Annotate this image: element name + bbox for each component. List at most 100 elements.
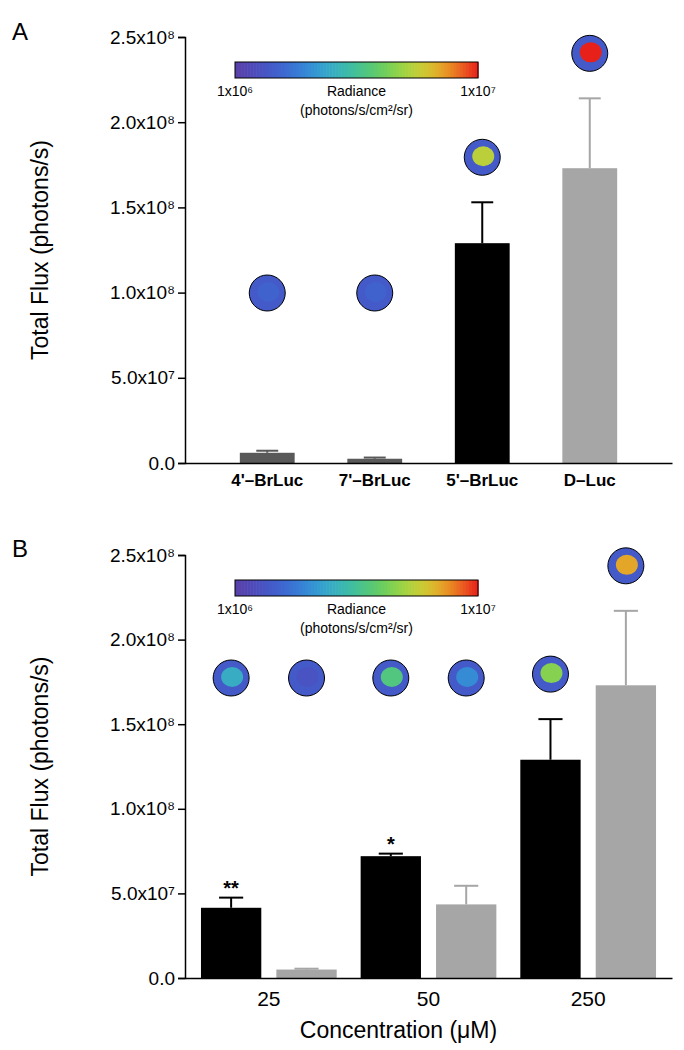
image-thumbnail [532,656,568,692]
tick: D–Luc [564,463,616,490]
image-disc [572,35,608,71]
error-cap [614,610,638,612]
error-cap [364,457,386,459]
tick: 1.0x10⁸ [110,798,185,819]
tick-label: 7'–BrLuc [339,471,411,490]
colorbar-title: Radiance [327,83,386,99]
tick-label: 25 [257,987,280,1010]
tick-mark [178,639,185,641]
bar [455,243,510,463]
colorbar-frame [235,580,478,596]
tick-label: 1.5x10⁸ [110,197,175,218]
tick: 2.5x10⁸ [110,545,185,566]
axis-line [186,978,673,980]
image-thumbnail [357,275,393,311]
image-signal [257,282,279,302]
bar [596,685,656,978]
tick-label: 2.5x10⁸ [110,545,175,566]
error-bar [219,898,243,908]
tick-label: 5.0x10⁷ [111,883,175,904]
colorbar-tick-label: 1x10⁷ [460,601,495,617]
error-cap [256,450,278,452]
tick-label: 2.0x10⁸ [110,112,175,133]
tick: 7'–BrLuc [339,463,411,490]
tick-label: D–Luc [564,471,616,490]
error-bar [256,451,278,453]
tick: 2.5x10⁸ [110,27,185,48]
image-disc [608,548,644,584]
axis-line [178,556,186,979]
annotation: ** [223,877,239,899]
image-disc [464,139,500,175]
bar [347,459,402,463]
tick-mark [178,378,185,380]
image-signal [580,42,602,62]
colorbar-frame [235,62,478,78]
image-disc [532,656,568,692]
tick: 0.0 [149,453,185,474]
tick-label: 0.0 [149,453,175,474]
error-bar [454,886,478,905]
error-cap [579,97,601,99]
colorbar-tick-label: 1x10⁷ [460,83,495,99]
figure: A 0.0 5.0x10⁷ 1.0x10⁸ 1.5x10⁸ 2.0x10⁸ 2.5x10⁸ 4… [0,0,684,1050]
overlays: *** [213,548,644,899]
axis-line [178,38,186,464]
tick-label: 1.5x10⁸ [110,714,175,735]
error-line [589,98,591,168]
error-bar [364,458,386,459]
x-axis: 25 50 250 [186,978,673,1010]
panel: B***0.05.0x10⁷1.0x10⁸1.5x10⁸2.0x10⁸2.5x1… [12,535,673,1043]
tick-label: 2.5x10⁸ [110,27,175,48]
image-signal [221,667,243,687]
tick-mark [178,724,185,726]
tick-label: 4'–BrLuc [231,471,303,490]
error-cap [294,968,318,970]
tick: 1.0x10⁸ [110,282,185,303]
colorbar-title: Radiance [327,601,386,617]
image-signal [540,663,562,683]
tick: 2.0x10⁸ [110,629,185,650]
image-signal [381,667,403,687]
tick-label: 5.0x10⁷ [111,367,175,388]
tick: 2.0x10⁸ [110,112,185,133]
error-cap [454,885,478,887]
tick-label: 250 [571,987,606,1010]
error-cap [538,718,562,720]
plot-area [201,611,656,978]
error-line [549,719,551,760]
tick-mark [178,122,185,124]
error-line [230,898,232,908]
tick-mark [178,463,185,465]
image-thumbnail [249,275,285,311]
image-disc [213,660,249,696]
colorbar: 1x10⁶1x10⁷Radiance(photons/s/cm²/sr) [217,62,496,118]
overlays [249,35,608,311]
image-disc [373,660,409,696]
panel-label: A [12,18,28,45]
tick-mark [178,555,185,557]
error-bar [538,719,562,760]
y-axis: 0.05.0x10⁷1.0x10⁸1.5x10⁸2.0x10⁸2.5x10⁸ [110,545,186,989]
tick: 1.5x10⁸ [110,197,185,218]
tick: 1.5x10⁸ [110,714,185,735]
tick-label: 50 [417,987,440,1010]
tick-mark [178,37,185,39]
tick-label: 2.0x10⁸ [110,629,175,650]
y-axis-title: Total Flux (photons/s) [27,140,53,360]
x-axis: 4'–BrLuc7'–BrLuc5'–BrLucD–Luc [186,463,673,490]
image-thumbnail [608,548,644,584]
tick-mark [178,809,185,811]
colorbar-tick-label: 1x10⁶ [217,83,253,99]
bar [276,970,336,978]
image-thumbnail [572,35,608,71]
bar [436,904,496,978]
image-disc [249,275,285,311]
tick: 250 [571,978,606,1010]
tick: 4'–BrLuc [231,463,303,490]
image-thumbnail [213,660,249,696]
image-signal [472,146,494,166]
image-signal [616,555,638,575]
panel: A 0.0 5.0x10⁷ 1.0x10⁸ 1.5x10⁸ 2.0x10⁸ 2.5x10⁸ 4… [12,18,673,490]
tick-label: 1.0x10⁸ [110,282,175,303]
